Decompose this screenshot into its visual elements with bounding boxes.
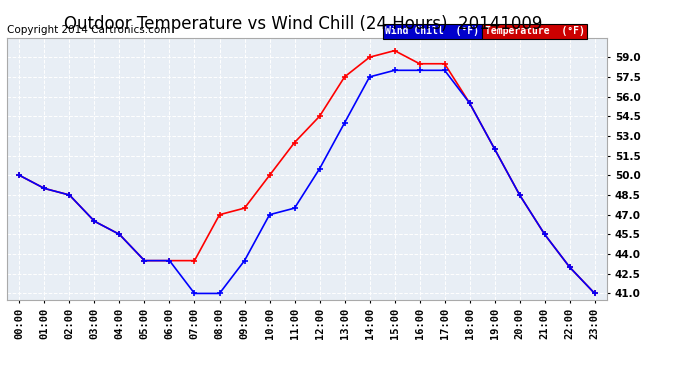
Text: Wind Chill  (°F): Wind Chill (°F) <box>385 26 479 36</box>
Text: Copyright 2014 Cartronics.com: Copyright 2014 Cartronics.com <box>7 25 170 35</box>
Text: Outdoor Temperature vs Wind Chill (24 Hours)  20141009: Outdoor Temperature vs Wind Chill (24 Ho… <box>64 15 543 33</box>
Text: Temperature  (°F): Temperature (°F) <box>485 26 584 36</box>
